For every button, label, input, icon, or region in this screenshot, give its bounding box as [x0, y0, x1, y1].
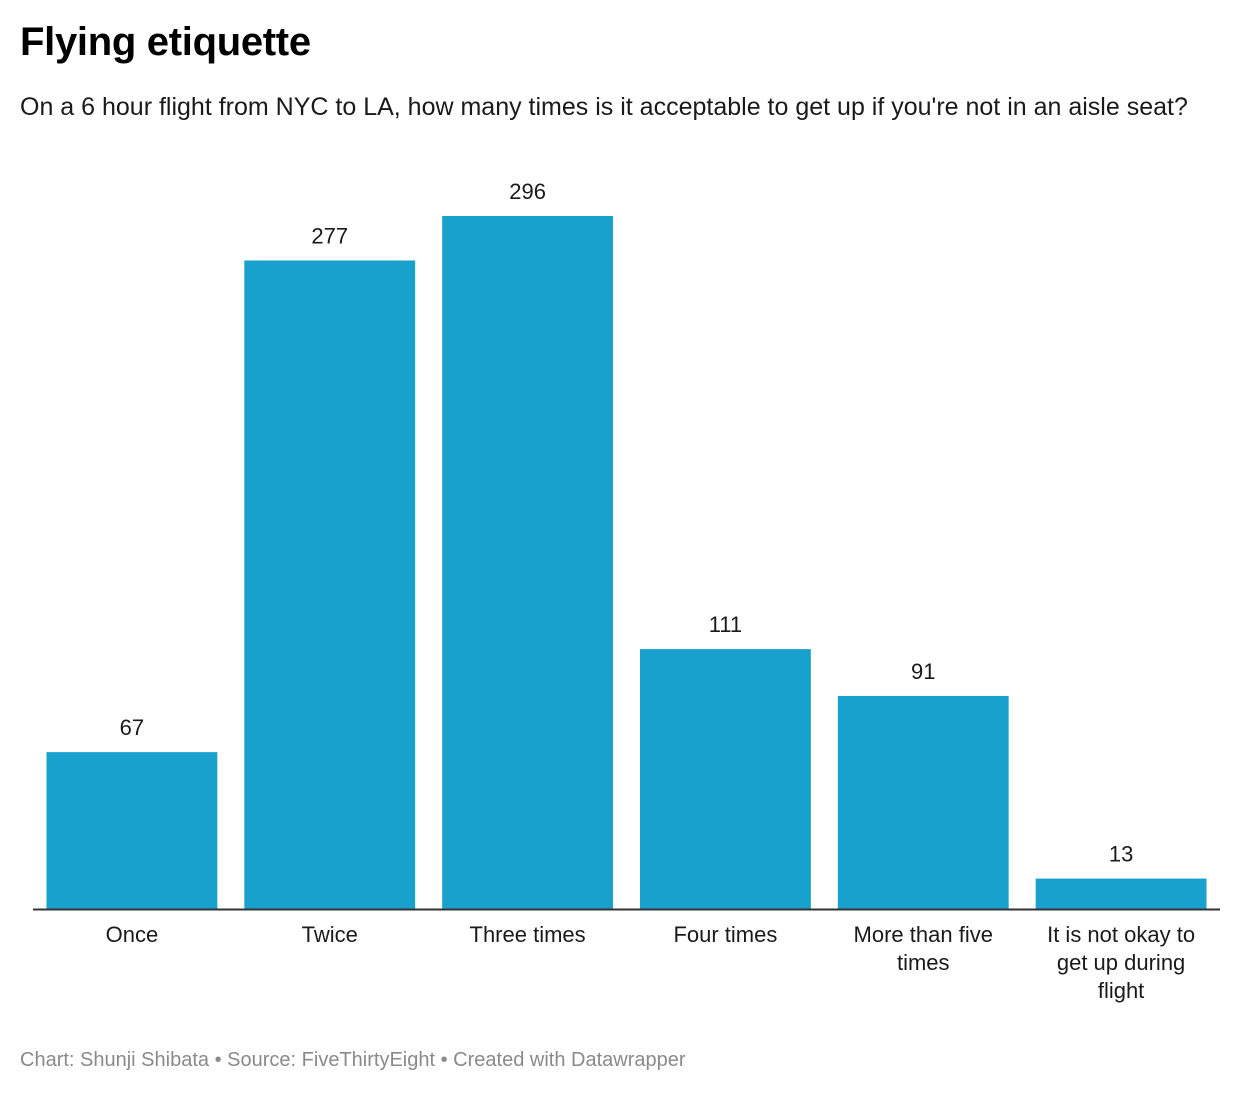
bar — [1035, 878, 1207, 909]
footer-separator: • — [214, 1049, 222, 1071]
bar — [244, 260, 416, 909]
chart-footer: Chart: Shunji Shibata • Source: FiveThir… — [20, 1049, 686, 1072]
credit-name: Shunji Shibata — [80, 1049, 210, 1071]
category-label: Twice — [302, 922, 358, 947]
category-label: More than five times — [854, 922, 993, 975]
created-with-link[interactable]: Created with Datawrapper — [453, 1049, 686, 1071]
bar-chart: 67 Once 277 Twice 296 Three times 111 Four time… — [33, 179, 1220, 1003]
chart-subtitle: On a 6 hour flight from NYC to LA, how m… — [20, 93, 1188, 121]
bar — [640, 649, 811, 909]
bar-value-label: 91 — [911, 659, 935, 684]
category-label: It is not okay to get up during flight — [1047, 922, 1195, 1003]
bar-value-label: 277 — [311, 223, 348, 248]
source-name[interactable]: FiveThirtyEight — [301, 1049, 436, 1071]
bar — [46, 752, 218, 909]
category-label: Once — [106, 922, 159, 947]
category-label: Four times — [673, 922, 777, 947]
chart-title: Flying etiquette — [20, 20, 311, 64]
bar-value-label: 13 — [1109, 842, 1133, 867]
bar — [837, 695, 1009, 909]
source-label: Source: — [227, 1049, 297, 1071]
bar — [442, 216, 613, 909]
credit-label: Chart: — [20, 1049, 75, 1071]
bar-value-label: 67 — [120, 715, 144, 740]
bar-value-label: 111 — [709, 612, 742, 637]
bar-value-label: 296 — [509, 179, 546, 204]
footer-separator: • — [440, 1049, 448, 1071]
category-label: Three times — [470, 922, 586, 947]
